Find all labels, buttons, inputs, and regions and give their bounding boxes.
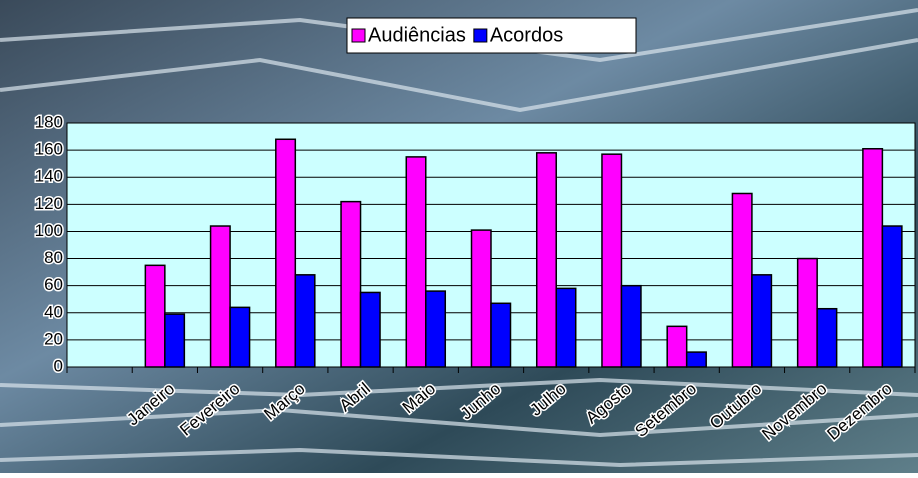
y-tick-label: 180 xyxy=(35,112,63,131)
y-tick-label: 60 xyxy=(44,275,63,294)
y-tick-label: 140 xyxy=(35,167,63,186)
legend-box xyxy=(346,17,637,54)
bar xyxy=(796,257,818,368)
bar xyxy=(816,307,838,368)
bar xyxy=(425,290,447,368)
bar xyxy=(490,302,512,368)
y-tick-label: 80 xyxy=(44,248,63,267)
legend-label: Audiências xyxy=(368,24,466,46)
bar xyxy=(666,325,688,368)
bar xyxy=(229,306,251,368)
bar xyxy=(209,225,231,368)
y-tick-label: 0 xyxy=(54,356,63,375)
bar xyxy=(144,264,166,368)
bar xyxy=(555,287,577,368)
legend-swatch xyxy=(473,28,488,43)
bar xyxy=(601,153,623,368)
y-tick-label: 100 xyxy=(35,221,63,240)
legend: Audiências Acordos xyxy=(351,24,563,46)
bar xyxy=(294,274,316,368)
y-tick-label: 20 xyxy=(44,329,63,348)
bar xyxy=(359,291,381,368)
bar xyxy=(275,138,297,368)
legend-label: Acordos xyxy=(490,24,563,46)
bar xyxy=(535,152,557,368)
bar xyxy=(731,192,753,368)
bar xyxy=(405,156,427,368)
bar xyxy=(340,200,362,368)
bar xyxy=(881,225,903,368)
bar xyxy=(620,284,642,368)
bar xyxy=(862,148,884,368)
background-lines xyxy=(0,8,918,468)
bar xyxy=(751,274,773,368)
bar xyxy=(164,313,186,368)
bar xyxy=(470,229,492,368)
legend-swatch xyxy=(351,28,366,43)
y-tick-label: 40 xyxy=(44,302,63,321)
bar xyxy=(685,351,707,368)
y-tick-label: 160 xyxy=(35,140,63,159)
y-tick-label: 120 xyxy=(35,194,63,213)
